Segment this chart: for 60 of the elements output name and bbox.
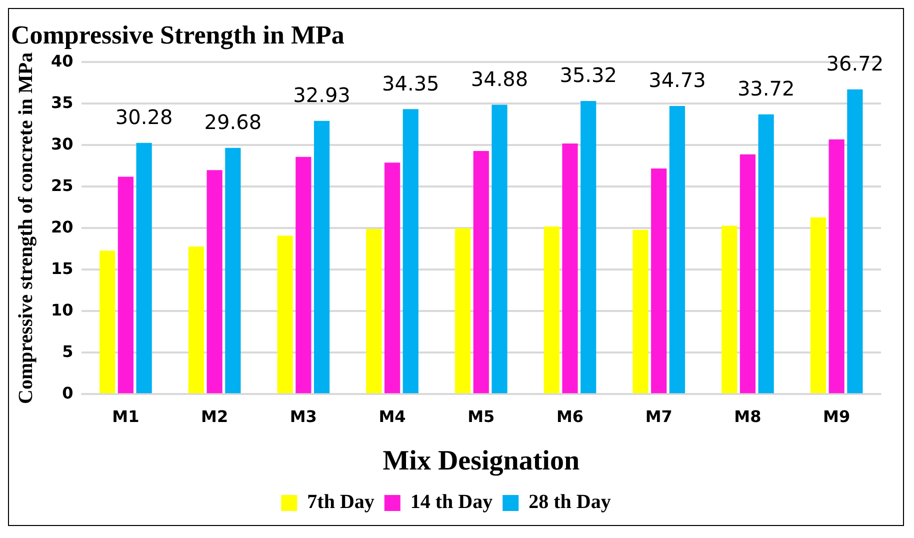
data-label: 34.35	[382, 71, 440, 96]
bar	[277, 236, 293, 394]
x-tick-label: M8	[734, 406, 762, 426]
y-tick-label: 20	[51, 217, 74, 236]
data-label: 33.72	[737, 76, 795, 101]
bar	[562, 144, 578, 394]
x-tick-label: M2	[201, 406, 228, 426]
bar	[722, 226, 738, 394]
x-tick-label: M9	[823, 406, 850, 426]
bar	[828, 139, 844, 394]
data-label: 34.88	[470, 66, 528, 91]
chart-title: Compressive Strength in MPa	[11, 20, 344, 50]
bar	[225, 148, 241, 394]
x-tick-label: M4	[378, 406, 406, 426]
bar	[366, 229, 382, 394]
data-label: 34.73	[648, 68, 706, 92]
bar	[758, 114, 774, 394]
data-label: 35.32	[560, 63, 617, 88]
bar	[544, 226, 560, 394]
y-tick-label: 10	[51, 300, 74, 320]
bar	[580, 101, 596, 394]
bar	[454, 228, 471, 394]
data-label: 36.72	[826, 52, 884, 76]
bar	[651, 168, 667, 394]
data-label: 30.28	[115, 105, 173, 130]
bar	[314, 120, 330, 394]
bar	[206, 170, 222, 394]
y-tick-label: 15	[51, 258, 74, 278]
bar	[810, 217, 826, 394]
legend-label: 28 th Day	[528, 491, 611, 514]
y-tick-label: 0	[62, 383, 74, 402]
x-tick-label: M5	[468, 406, 495, 426]
x-tick-label: M3	[290, 406, 317, 426]
bar	[492, 104, 508, 394]
y-tick-label: 35	[51, 92, 74, 112]
bar	[847, 89, 863, 394]
legend-label: 7th Day	[307, 491, 374, 514]
data-label: 32.93	[293, 83, 350, 108]
bar	[632, 230, 648, 394]
data-label: 29.68	[204, 110, 262, 134]
bar	[118, 176, 134, 394]
legend-label: 14 th Day	[410, 491, 493, 514]
bar	[296, 156, 312, 394]
x-tick-label: M7	[645, 406, 672, 426]
y-tick-label: 40	[51, 51, 74, 70]
bar	[188, 246, 204, 394]
y-tick-label: 30	[51, 134, 74, 154]
bar	[100, 250, 116, 394]
bar	[669, 106, 686, 394]
y-tick-label: 25	[51, 176, 74, 195]
y-tick-label: 5	[62, 342, 74, 361]
x-tick-label: M6	[556, 406, 584, 426]
x-axis-title: Mix Designation	[382, 445, 580, 476]
bar	[384, 162, 400, 394]
x-tick-label: M1	[112, 406, 140, 426]
bar	[473, 151, 489, 394]
bar	[402, 109, 418, 394]
y-axis-title: Compressive strength of concrete in MPa	[15, 52, 38, 404]
bar	[136, 142, 152, 394]
bar	[740, 154, 756, 394]
